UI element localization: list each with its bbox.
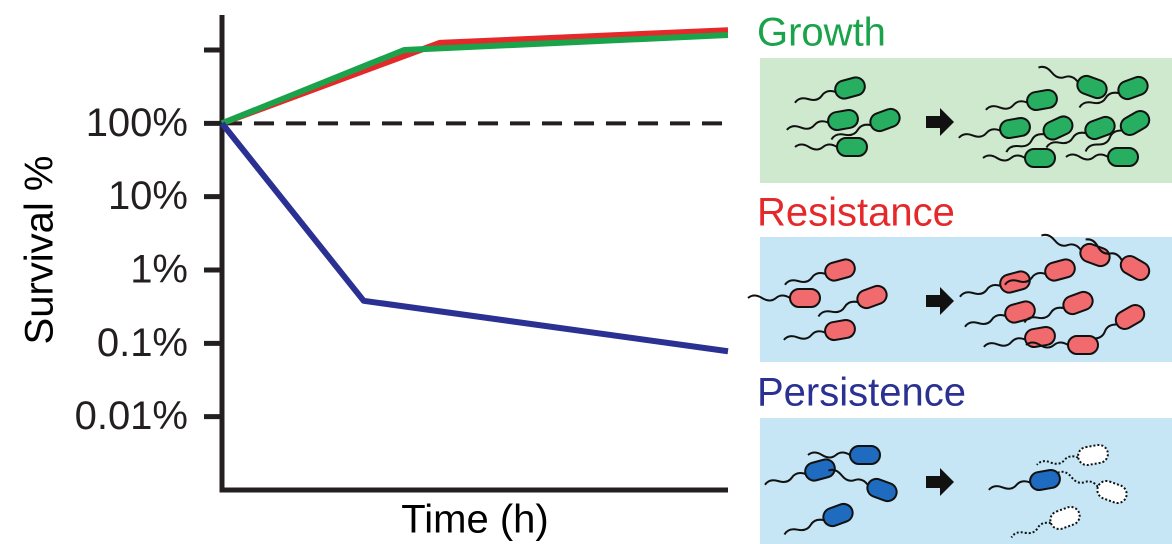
y-tick-label: 1% [130,248,188,292]
chart: Survival % Time (h) 100% 10% 1% 0.1% 0.01% Re… [0,0,1172,544]
y-axis-label: Survival % [18,156,62,345]
series-line [222,123,728,351]
legend-label: Persistence [757,371,966,415]
cell [1068,336,1098,354]
cell [1108,148,1138,166]
y-tick-label: 0.1% [97,321,188,365]
cell [790,289,820,307]
series-line [222,35,728,123]
cell [1025,149,1055,167]
y-tick-label: 10% [108,174,188,218]
x-axis-label: Time (h) [401,498,548,542]
y-tick-label: 100% [86,101,188,145]
legend-label: Growth [757,11,886,55]
cell [837,138,867,156]
y-tick-label: 0.01% [75,394,188,438]
legend-label: Resistance [757,191,955,235]
cell [850,446,880,464]
